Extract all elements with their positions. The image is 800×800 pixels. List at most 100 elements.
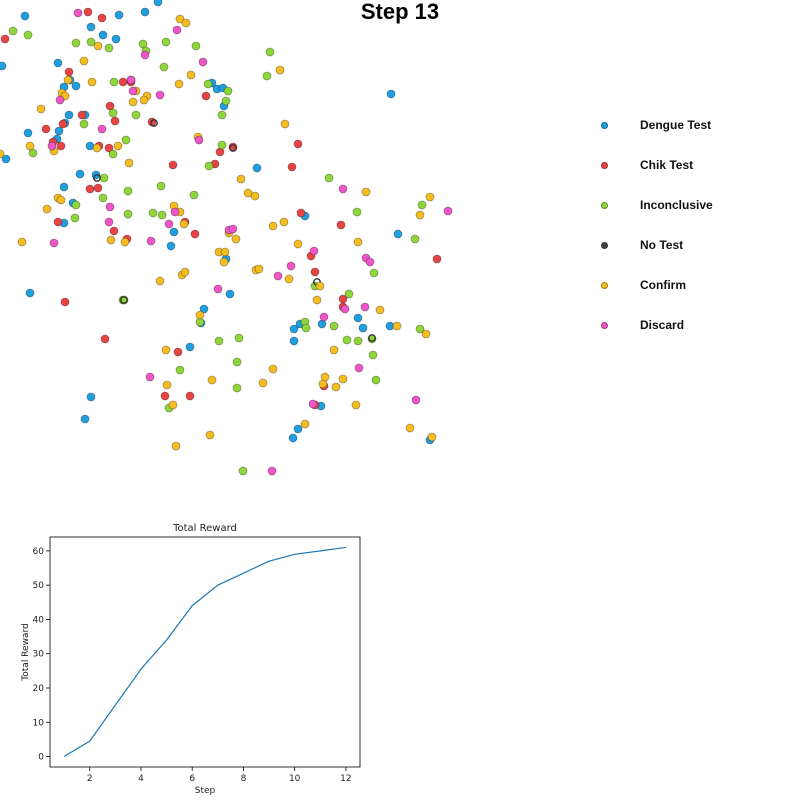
reward-line bbox=[63, 546, 346, 758]
scatter-point bbox=[70, 213, 80, 223]
scatter-point bbox=[369, 268, 379, 278]
scatter-point bbox=[198, 57, 208, 67]
scatter-point bbox=[267, 466, 277, 476]
scatter-point bbox=[301, 323, 311, 333]
scatter-point bbox=[319, 312, 329, 322]
chart-title: Step 13 bbox=[360, 0, 440, 24]
scatter-point bbox=[352, 207, 362, 217]
scatter-point bbox=[108, 149, 118, 159]
scatter-point bbox=[75, 169, 85, 179]
scatter-point bbox=[80, 414, 90, 424]
scatter-point bbox=[238, 466, 248, 476]
scatter-point bbox=[73, 8, 83, 18]
y-axis-label: Total Reward bbox=[21, 623, 31, 681]
scatter-point bbox=[145, 372, 155, 382]
scatter-point bbox=[221, 96, 231, 106]
scatter-point bbox=[185, 391, 195, 401]
x-tick-label: 10 bbox=[289, 774, 301, 784]
scatter-point bbox=[252, 163, 262, 173]
scatter-point bbox=[225, 289, 235, 299]
scatter-point bbox=[201, 91, 211, 101]
y-tick-label: 10 bbox=[33, 718, 45, 728]
scatter-point bbox=[23, 128, 33, 138]
scatter-point bbox=[64, 67, 74, 77]
scatter-point bbox=[161, 345, 171, 355]
scatter-point bbox=[71, 200, 81, 210]
scatter-point bbox=[140, 50, 150, 60]
scatter-point bbox=[111, 34, 121, 44]
scatter-point bbox=[20, 11, 30, 21]
scatter-point bbox=[262, 71, 272, 81]
scatter-point bbox=[354, 363, 364, 373]
scatter-point bbox=[150, 119, 158, 127]
scatter-point bbox=[232, 357, 242, 367]
scatter-point bbox=[47, 141, 57, 151]
scatter-point bbox=[64, 110, 74, 120]
scatter-point bbox=[405, 423, 415, 433]
series-chik-test bbox=[0, 7, 442, 410]
scatter-point bbox=[265, 47, 275, 57]
scatter-point bbox=[105, 101, 115, 111]
scatter-point bbox=[351, 400, 361, 410]
y-tick-label: 30 bbox=[33, 650, 45, 660]
scatter-point bbox=[194, 135, 204, 145]
scatter-point bbox=[217, 140, 227, 150]
scatter-point bbox=[338, 374, 348, 384]
legend-marker bbox=[601, 161, 608, 169]
scatter-point bbox=[365, 257, 375, 267]
scatter-point bbox=[386, 89, 396, 99]
scatter-point bbox=[108, 108, 118, 118]
scatter-point bbox=[427, 432, 437, 442]
scatter-point bbox=[293, 139, 303, 149]
scatter-point bbox=[203, 79, 213, 89]
scatter-point bbox=[71, 38, 81, 48]
scatter-point bbox=[155, 276, 165, 286]
legend-marker bbox=[601, 121, 608, 129]
scatter-point bbox=[55, 95, 65, 105]
scatter-point bbox=[97, 124, 107, 134]
scatter-point bbox=[236, 174, 246, 184]
y-tick-label: 20 bbox=[33, 684, 45, 694]
scatter-point bbox=[106, 235, 116, 245]
scatter-point bbox=[415, 324, 425, 334]
series-confirm bbox=[0, 14, 437, 451]
scatter-point bbox=[258, 378, 268, 388]
scatter-point bbox=[42, 204, 52, 214]
scatter-point bbox=[173, 347, 183, 357]
scatter-point bbox=[49, 238, 59, 248]
scatter-point bbox=[17, 237, 27, 247]
scatter-point bbox=[190, 229, 200, 239]
scatter-point bbox=[425, 192, 435, 202]
scatter-point bbox=[310, 267, 320, 277]
scatter-point bbox=[28, 148, 38, 158]
y-tick-label: 0 bbox=[38, 753, 44, 763]
scatter-point bbox=[268, 364, 278, 374]
scatter-point bbox=[36, 104, 46, 114]
scatter-point bbox=[93, 174, 101, 182]
scatter-point bbox=[205, 430, 215, 440]
scatter-point bbox=[159, 62, 169, 72]
scatter-point bbox=[250, 191, 260, 201]
x-tick-label: 12 bbox=[340, 774, 351, 784]
scatter-point bbox=[243, 188, 253, 198]
scatter-point bbox=[79, 56, 89, 66]
scatter-point bbox=[56, 195, 66, 205]
scatter-point bbox=[172, 25, 182, 35]
scatter-point bbox=[289, 324, 299, 334]
scatter-point bbox=[353, 237, 363, 247]
scatter-point bbox=[8, 26, 18, 36]
reward-line-chart: Total Reward 2 4 6 8 10 12 0 10 20 30 40 50 60 Step Tot… bbox=[21, 523, 361, 796]
scatter-point bbox=[223, 86, 233, 96]
scatter-point bbox=[120, 296, 128, 304]
scatter-point bbox=[25, 288, 35, 298]
scatter-point bbox=[155, 90, 165, 100]
scatter-point bbox=[0, 61, 7, 71]
scatter-point bbox=[161, 37, 171, 47]
scatter-point bbox=[287, 162, 297, 172]
scatter-point bbox=[309, 246, 319, 256]
scatter-point bbox=[296, 208, 306, 218]
scatter-point bbox=[342, 335, 352, 345]
scatter-point bbox=[148, 208, 158, 218]
legend-item: Dengue Test bbox=[598, 115, 711, 135]
scatter-point bbox=[53, 217, 63, 227]
